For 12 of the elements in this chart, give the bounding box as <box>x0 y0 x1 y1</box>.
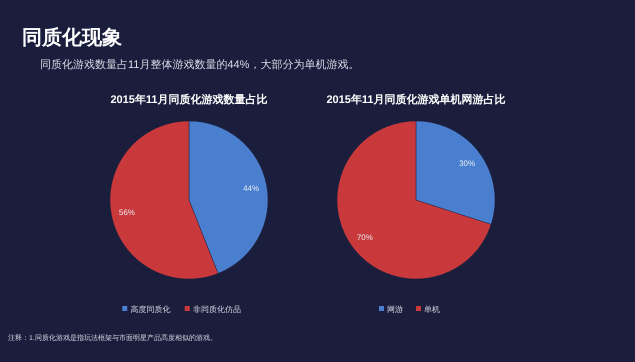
legend-label: 高度同质化 <box>130 305 170 314</box>
chart-title: 2015年11月同质化游戏单机网游占比 <box>326 93 506 106</box>
legend-label: 网游 <box>387 305 403 314</box>
legend-label: 单机 <box>424 305 440 314</box>
data-label: 70% <box>356 233 373 242</box>
data-label: 56% <box>118 208 135 217</box>
data-label: 30% <box>459 158 476 168</box>
text: 同质化现象 <box>22 26 122 49</box>
data-label: 44% <box>243 184 260 194</box>
chart-title: 2015年11月同质化游戏数量占比 <box>110 93 268 106</box>
legend-label: 非同质化仿品 <box>192 305 241 314</box>
text: 同质化游戏数量占11月整体游戏数量的44%，大部分为单机游戏。 <box>40 58 360 71</box>
